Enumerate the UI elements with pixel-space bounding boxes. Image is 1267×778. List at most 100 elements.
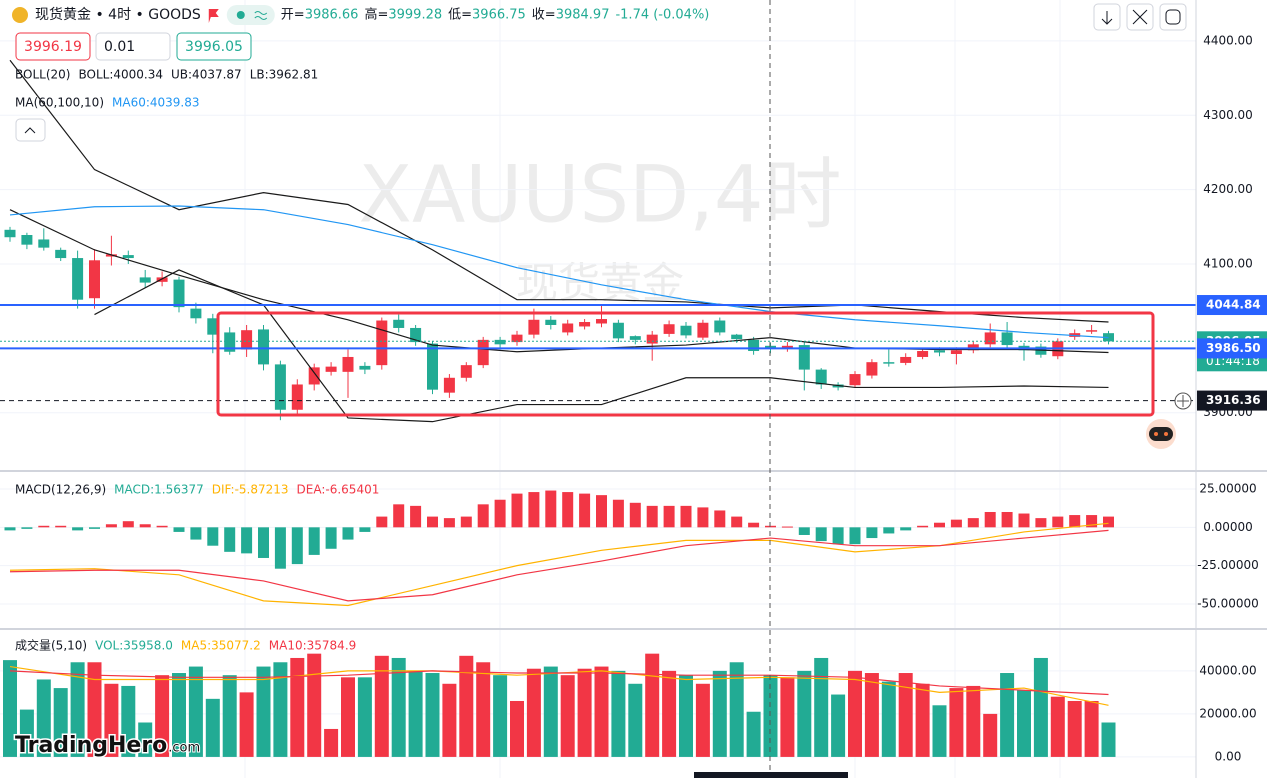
macd-bar	[308, 527, 320, 555]
candle-body	[984, 332, 996, 345]
candle-body	[765, 345, 776, 349]
candle-body	[680, 325, 692, 336]
y-tick-label: 0.00	[1215, 749, 1242, 763]
candle-body	[562, 323, 574, 333]
volume-bar	[932, 705, 947, 757]
candle-body	[224, 332, 236, 352]
volume-bar	[36, 679, 51, 757]
candle-body	[308, 367, 320, 385]
macd-bar	[1035, 518, 1047, 528]
macd-bar	[258, 527, 269, 558]
macd-bar	[579, 493, 591, 528]
macd-bar	[511, 493, 523, 528]
candle-body	[393, 319, 405, 328]
volume-bar	[408, 670, 423, 757]
ohlc-value: 3966.75	[472, 8, 526, 23]
refresh-icon	[1165, 9, 1181, 25]
macd-bar	[325, 527, 337, 549]
volume-bar	[864, 673, 879, 757]
bot-icon[interactable]	[1149, 427, 1173, 441]
status-pill[interactable]	[226, 5, 275, 25]
macd-bar	[274, 527, 286, 569]
candle-body	[528, 319, 540, 335]
macd-bar	[1103, 516, 1114, 528]
volume-bar	[712, 670, 727, 757]
collapse-button[interactable]	[15, 118, 46, 142]
volume-bar	[476, 662, 491, 757]
volume-bar	[3, 660, 17, 757]
sell-box[interactable]	[15, 32, 91, 61]
price-tag-label: 3916.36	[1206, 393, 1261, 407]
candle-body	[663, 324, 675, 334]
y-tick-label: 4100.00	[1203, 257, 1253, 271]
volume-bar	[70, 662, 85, 757]
buy-box[interactable]	[176, 32, 252, 61]
macd-bar	[443, 518, 455, 528]
candle-body	[494, 339, 506, 345]
macd-bar	[291, 527, 303, 565]
macd-bar	[359, 527, 371, 532]
volume-bar	[188, 666, 203, 757]
sell-price: 3996.19	[24, 39, 82, 55]
volume-bar	[729, 662, 744, 757]
y-tick-label: 4200.00	[1203, 182, 1253, 196]
macd-bar	[900, 527, 912, 531]
lot-box[interactable]	[95, 32, 171, 61]
legend-entry: DIF:-5.87213	[212, 483, 289, 497]
macd-bar	[697, 507, 709, 528]
price-tag	[1197, 295, 1267, 316]
ohlc-label: 开=	[281, 8, 305, 23]
volume-bar	[611, 670, 626, 757]
candle-body	[883, 362, 895, 364]
macd-bar	[173, 527, 185, 532]
candle-body	[241, 330, 253, 350]
indicator-line	[9, 522, 1109, 607]
volume-bar	[459, 655, 474, 757]
volume-bar	[763, 675, 778, 757]
macd-bar	[477, 504, 489, 528]
candle-body	[258, 329, 269, 365]
candle-body	[596, 319, 607, 324]
macd-bar	[646, 505, 658, 528]
macd-bar	[207, 527, 219, 546]
logo: TradingHero	[15, 733, 167, 758]
candle-body	[579, 322, 591, 327]
y-tick-label: 0.00000	[1203, 520, 1253, 534]
candle-body	[376, 320, 388, 366]
macd-bar	[1052, 516, 1064, 528]
macd-bar	[72, 527, 84, 531]
macd-bar	[612, 499, 624, 528]
volume-bar	[695, 683, 710, 757]
ohlc-label: 高=	[364, 7, 388, 23]
macd-bar	[596, 495, 607, 528]
volume-bar	[239, 692, 254, 757]
price-tag	[1197, 390, 1267, 411]
volume-bar	[594, 666, 609, 757]
volume-bar	[780, 677, 795, 757]
macd-bar	[105, 524, 117, 528]
volume-bar	[290, 657, 305, 757]
candle-body	[815, 369, 827, 385]
macd-bar	[545, 490, 557, 528]
price-tag-label: 4044.84	[1206, 298, 1261, 312]
candle-body	[72, 258, 84, 300]
refresh-button[interactable]	[1159, 3, 1187, 31]
volume-bar	[746, 711, 761, 757]
volume-bar	[1033, 657, 1048, 757]
lot: 0.01	[104, 39, 135, 55]
legend-entry: 成交量(5,10)	[15, 638, 87, 653]
volume-bar	[1101, 722, 1116, 757]
candle-body	[325, 366, 337, 372]
annotation-box	[216, 311, 1155, 417]
flag-icon[interactable]	[208, 9, 219, 23]
volume-bar	[374, 655, 389, 757]
volume-bar	[391, 657, 406, 757]
candle-body	[207, 318, 219, 335]
symbol-icon	[12, 7, 28, 23]
legend-entry: BOLL(20)	[15, 68, 70, 82]
volume-bar	[966, 685, 981, 757]
